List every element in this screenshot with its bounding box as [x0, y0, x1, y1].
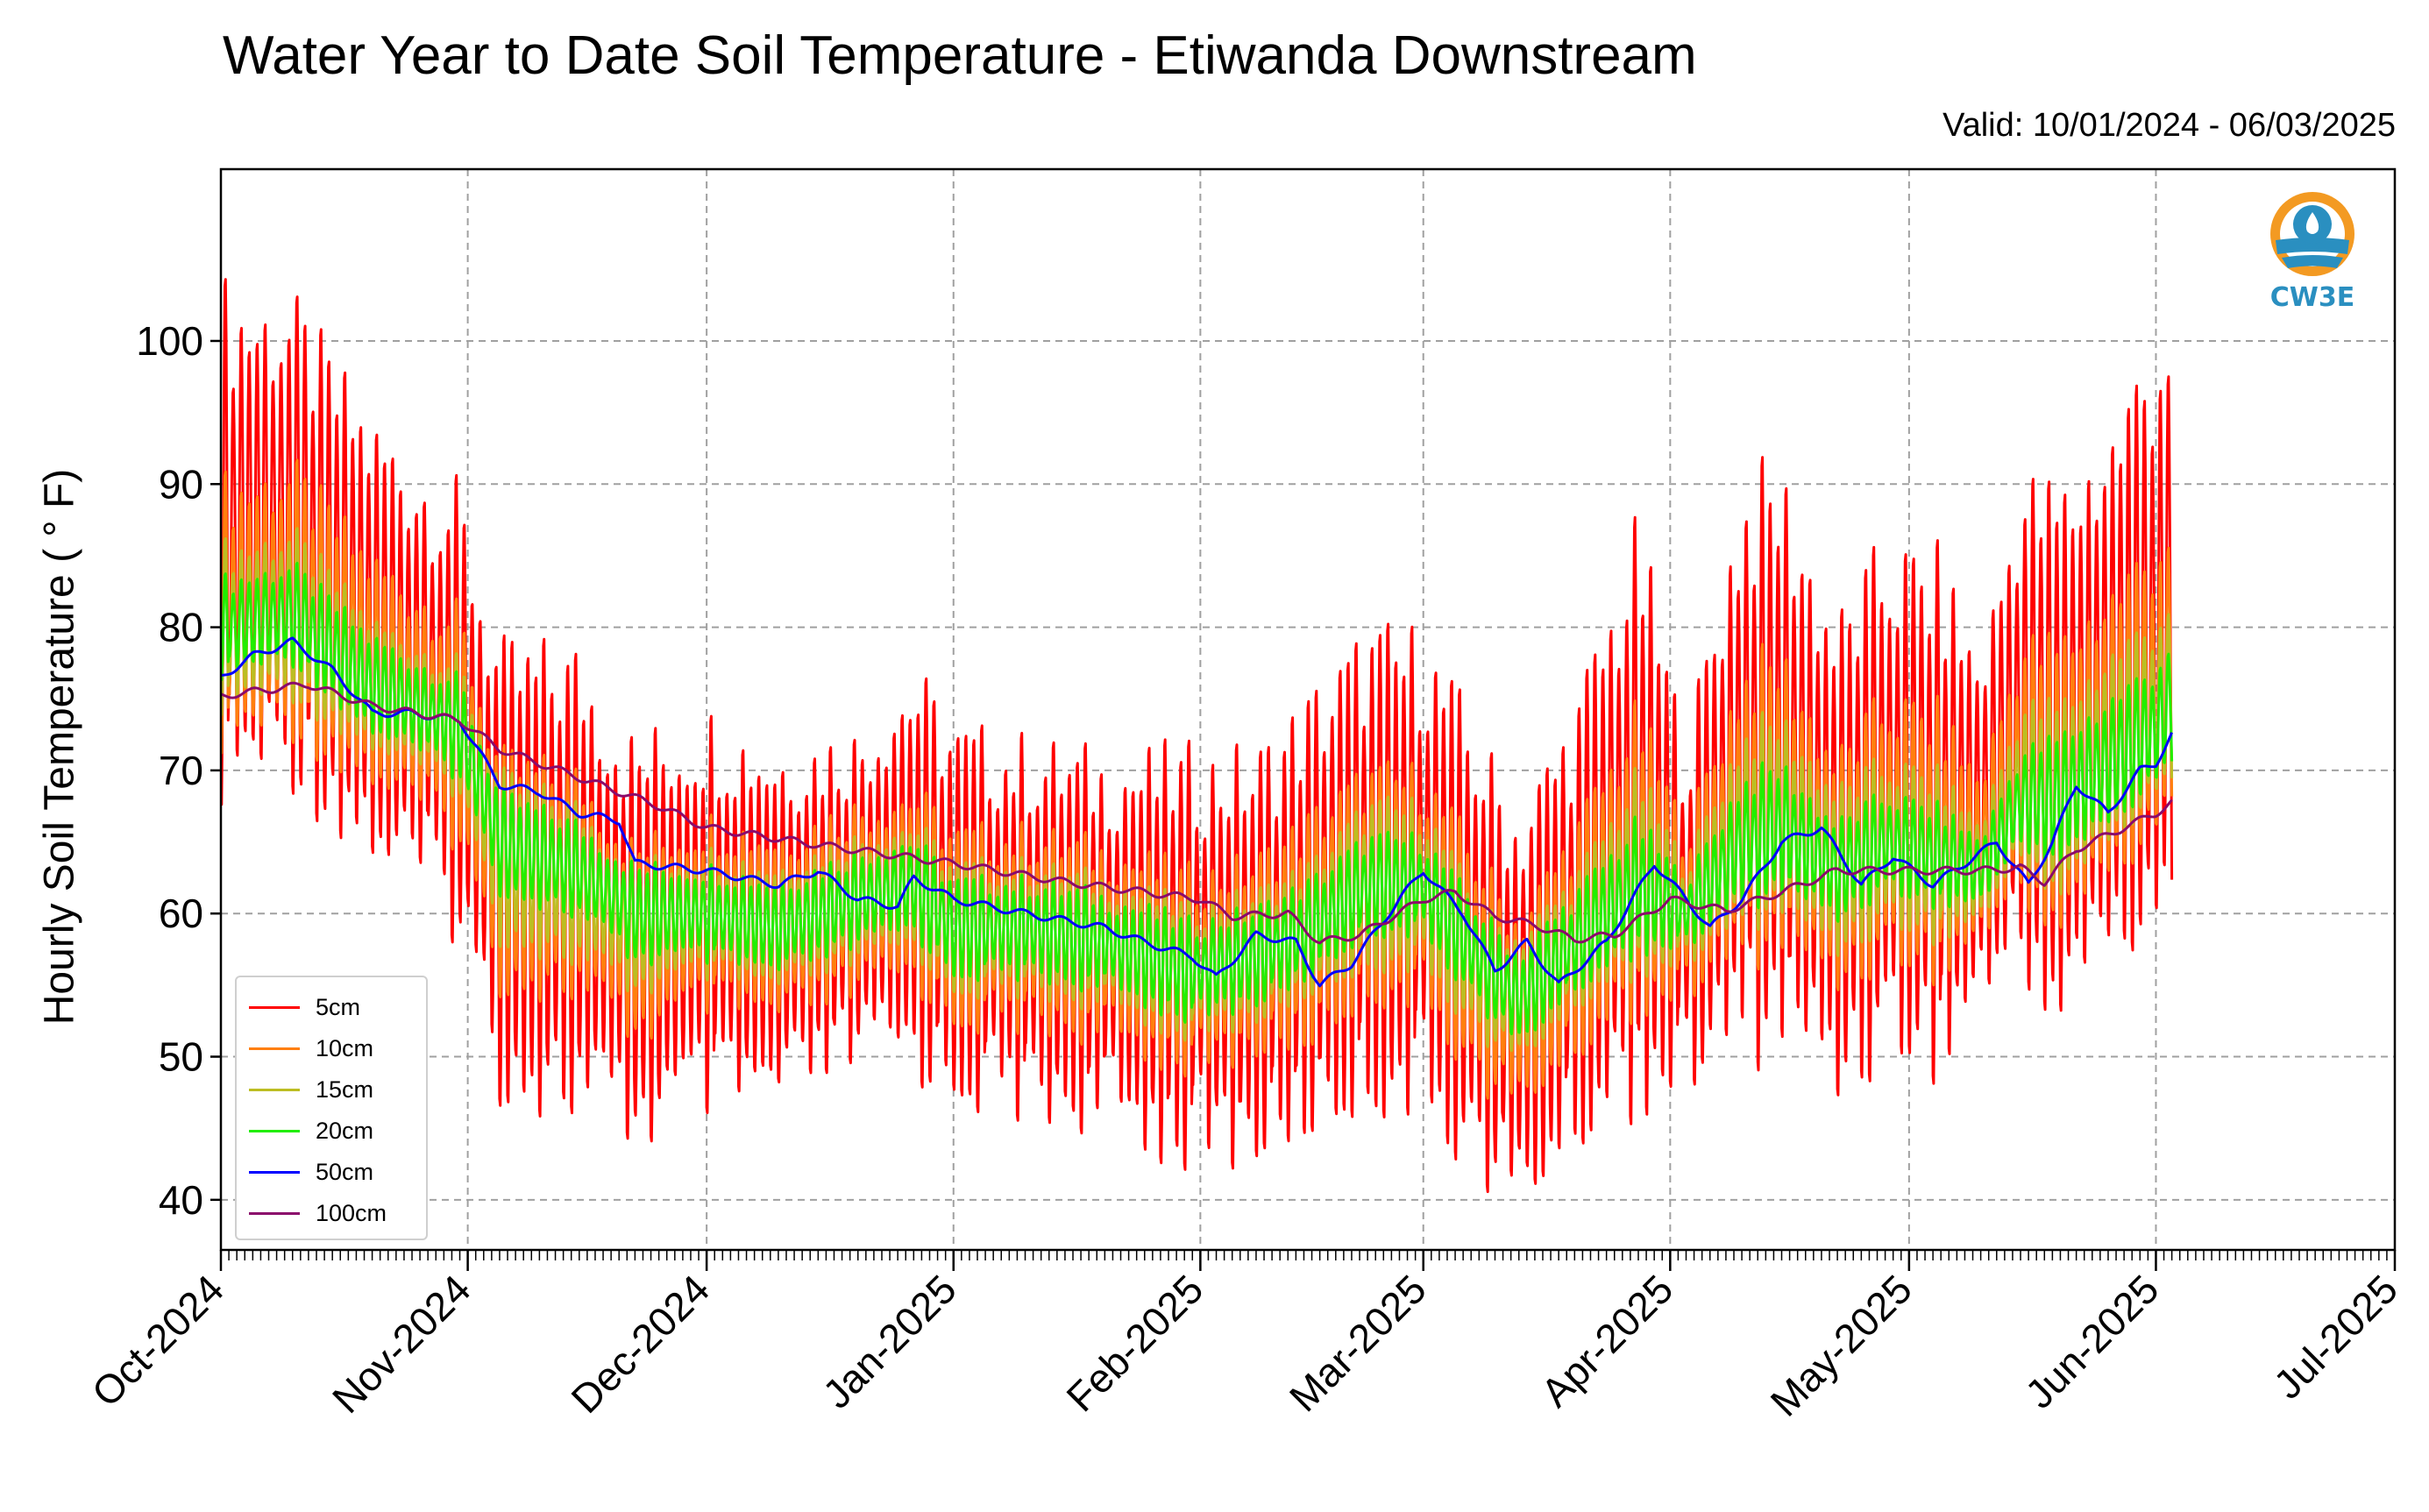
legend-item-5cm: 5cm [249, 990, 360, 1025]
y-tick-label: 80 [159, 605, 203, 650]
x-tick-label: Nov-2024 [323, 1266, 479, 1422]
x-tick-label: Jan-2025 [813, 1266, 964, 1416]
y-tick-label: 50 [159, 1034, 203, 1080]
legend-label: 50cm [316, 1158, 374, 1185]
legend-item-15cm: 15cm [249, 1072, 373, 1107]
legend-label: 100cm [316, 1199, 387, 1226]
legend-swatch [249, 1088, 300, 1091]
x-tick-label: Apr-2025 [1532, 1266, 1682, 1416]
y-tick-label: 40 [159, 1177, 203, 1223]
x-tick-label: Dec-2024 [562, 1266, 718, 1422]
legend: 5cm 10cm 15cm 20cm 50cm 100cm [235, 976, 428, 1240]
legend-item-10cm: 10cm [249, 1031, 373, 1066]
water-drop-logo-icon [2270, 192, 2354, 276]
legend-swatch [249, 1211, 300, 1215]
x-tick-label: May-2025 [1762, 1266, 1921, 1424]
series-line-5cm [221, 278, 2174, 1194]
x-tick-label: Jun-2025 [2016, 1266, 2167, 1416]
y-tick-label: 60 [159, 891, 203, 936]
x-tick-label: Mar-2025 [1281, 1266, 1435, 1420]
legend-swatch [249, 1170, 300, 1174]
legend-label: 20cm [316, 1117, 374, 1144]
legend-label: 10cm [316, 1034, 374, 1061]
y-tick-label: 90 [159, 461, 203, 507]
x-tick-label: Oct-2024 [83, 1266, 233, 1416]
legend-item-20cm: 20cm [249, 1113, 373, 1148]
legend-item-100cm: 100cm [249, 1196, 387, 1231]
x-tick-label: Jul-2025 [2265, 1266, 2407, 1408]
legend-swatch [249, 1005, 300, 1009]
legend-label: 15cm [316, 1075, 374, 1103]
legend-label: 5cm [316, 993, 361, 1020]
cw3e-logo: CW3E [2260, 186, 2365, 317]
plot-frame [219, 167, 2397, 1252]
legend-item-50cm: 50cm [249, 1154, 373, 1189]
series-line-100cm [221, 681, 2173, 945]
series-line-50cm [221, 636, 2173, 988]
logo-text: CW3E [2269, 282, 2355, 313]
series-line-20cm [221, 562, 2174, 1036]
valid-date-range: Valid: 10/01/2024 - 06/03/2025 [1942, 107, 2396, 144]
chart-title: Water Year to Date Soil Temperature - Et… [223, 25, 1697, 86]
y-tick-label: 100 [136, 318, 203, 364]
legend-swatch [249, 1129, 300, 1132]
axis-ticks [210, 339, 2397, 1271]
y-tick-label: 70 [159, 748, 203, 793]
legend-swatch [249, 1047, 300, 1050]
x-tick-label: Feb-2025 [1057, 1266, 1211, 1420]
series-layer [221, 278, 2174, 1194]
